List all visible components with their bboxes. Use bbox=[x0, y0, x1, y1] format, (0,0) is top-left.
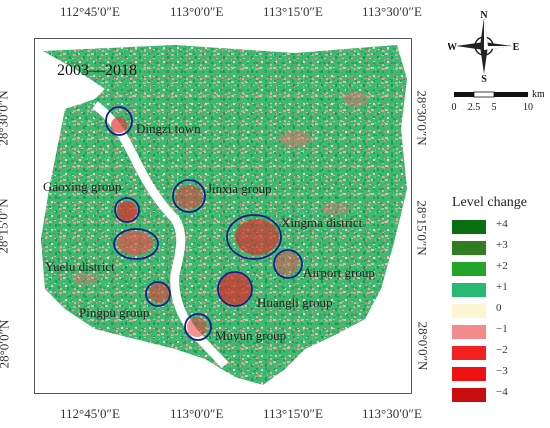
legend-label: +2 bbox=[496, 260, 508, 272]
bottom-lon-tick-2: 113°0′0″E bbox=[170, 406, 224, 421]
north-arrow-icon: N S W E bbox=[448, 10, 520, 82]
label-dingzi: Dingzi town bbox=[136, 121, 201, 136]
label-jinxia: Jinxia group bbox=[207, 181, 272, 196]
legend-swatch bbox=[452, 241, 486, 255]
legend-item: −3 bbox=[452, 365, 542, 383]
legend-swatch bbox=[452, 304, 486, 318]
top-lon-tick-3: 113°15′0″E bbox=[263, 4, 323, 19]
period-label: 2003—2018 bbox=[57, 62, 137, 79]
label-pingpu: Pingpu group bbox=[79, 305, 149, 320]
circle-dingzi bbox=[105, 106, 133, 136]
legend-item: +3 bbox=[452, 239, 542, 257]
circle-pingpu bbox=[145, 281, 171, 307]
legend-label: −1 bbox=[496, 323, 508, 335]
legend-label: 0 bbox=[496, 302, 502, 314]
label-gaoxing: Gaoxing group bbox=[43, 179, 121, 194]
legend-item: +1 bbox=[452, 281, 542, 299]
urban-change-patches bbox=[73, 91, 367, 337]
map-frame: 2003—2018 Dingzi town Gaoxing group Jinx… bbox=[34, 38, 412, 394]
left-lat-tick-1: 28°30′0″N bbox=[0, 90, 11, 146]
circle-xingma bbox=[226, 214, 282, 260]
right-lat-tick-1: 28°30′0″N bbox=[414, 90, 430, 146]
top-lon-tick-4: 113°30′0″E bbox=[362, 4, 422, 19]
scale-bar: 0 2.5 5 10 km bbox=[452, 89, 544, 113]
legend-swatch bbox=[452, 325, 486, 339]
legend-item: +4 bbox=[452, 218, 542, 236]
scale-label-10: 10 bbox=[523, 102, 533, 113]
circle-gaoxing bbox=[114, 197, 140, 223]
compass-e: E bbox=[513, 42, 520, 53]
circle-jinxia bbox=[172, 179, 206, 213]
bottom-lon-tick-3: 113°15′0″E bbox=[263, 406, 323, 421]
bottom-lon-tick-4: 113°30′0″E bbox=[362, 406, 422, 421]
compass-s: S bbox=[481, 74, 487, 82]
legend-swatch bbox=[452, 283, 486, 297]
legend-swatch bbox=[452, 262, 486, 276]
scale-label-0: 0 bbox=[452, 102, 457, 113]
top-lon-tick-2: 113°0′0″E bbox=[170, 4, 224, 19]
circle-yuelu bbox=[113, 228, 159, 260]
legend-label: +4 bbox=[496, 218, 508, 230]
scale-unit: km bbox=[532, 89, 544, 100]
label-yuelu: Yuelu district bbox=[45, 259, 115, 274]
label-xingma: Xingma district bbox=[281, 215, 363, 230]
highlight-circles bbox=[105, 106, 303, 341]
compass-n: N bbox=[480, 10, 488, 21]
right-lat-tick-3: 28°0′0″N bbox=[415, 321, 431, 371]
legend-label: −3 bbox=[496, 365, 508, 377]
legend-item: −1 bbox=[452, 323, 542, 341]
legend-swatch bbox=[452, 220, 486, 234]
legend-swatch bbox=[452, 346, 486, 360]
left-lat-tick-2: 28°15′0″N bbox=[0, 198, 11, 254]
scale-label-2-5: 2.5 bbox=[468, 102, 481, 113]
land-use-change-map: 2003—2018 Dingzi town Gaoxing group Jinx… bbox=[41, 45, 407, 385]
left-lat-tick-3: 28°0′0″N bbox=[0, 319, 12, 369]
legend-swatch bbox=[452, 388, 486, 402]
legend-item: 0 bbox=[452, 302, 542, 320]
scale-label-5: 5 bbox=[492, 102, 497, 113]
label-airport: Airport group bbox=[303, 265, 375, 280]
legend-item: −2 bbox=[452, 344, 542, 362]
bottom-lon-tick-1: 112°45′0″E bbox=[60, 406, 120, 421]
label-muyun: Muyun group bbox=[215, 328, 286, 343]
legend-label: +3 bbox=[496, 239, 508, 251]
legend-item: +2 bbox=[452, 260, 542, 278]
legend-swatch bbox=[452, 367, 486, 381]
legend-label: −4 bbox=[496, 386, 508, 398]
circle-huangli bbox=[217, 271, 253, 307]
legend-label: +1 bbox=[496, 281, 508, 293]
legend-title: Level change bbox=[452, 195, 528, 210]
compass-w: W bbox=[448, 42, 457, 53]
right-lat-tick-2: 28°15′0″N bbox=[414, 200, 430, 256]
legend-label: −2 bbox=[496, 344, 508, 356]
label-huangli: Huangli group bbox=[257, 295, 332, 310]
top-lon-tick-1: 112°45′0″E bbox=[60, 4, 120, 19]
circle-airport bbox=[273, 249, 303, 279]
circle-muyun bbox=[184, 313, 212, 341]
legend-item: −4 bbox=[452, 386, 542, 404]
